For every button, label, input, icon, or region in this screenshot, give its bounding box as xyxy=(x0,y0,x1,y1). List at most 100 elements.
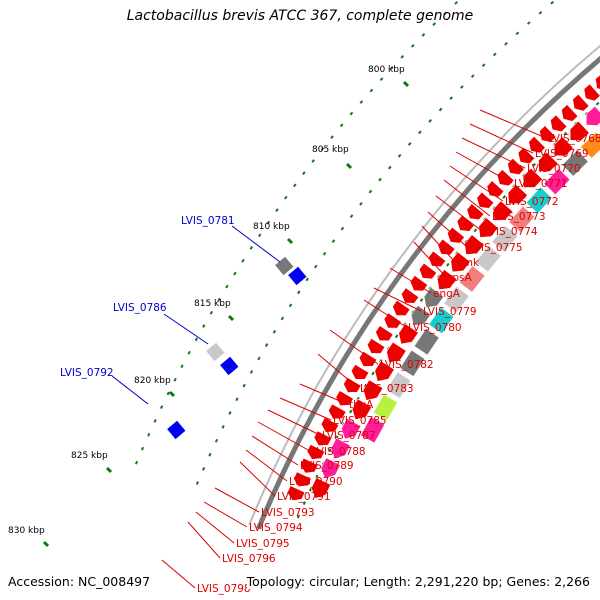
gene-label: rpsA xyxy=(448,272,472,284)
gene-feature xyxy=(508,205,536,234)
gene-feature xyxy=(350,363,370,380)
tick-dot xyxy=(492,52,497,57)
gene-feature xyxy=(320,416,340,433)
gene-feature xyxy=(569,120,590,141)
label-leader xyxy=(427,211,468,248)
gene-feature xyxy=(383,312,402,329)
tick-dot xyxy=(297,290,301,295)
gene-feature xyxy=(293,471,312,488)
gene-label: LVIS_0789 xyxy=(300,460,354,472)
gene-label: LVIS_0779 xyxy=(423,306,477,318)
tick-dot xyxy=(293,183,297,188)
gene-feature xyxy=(310,477,332,499)
gene-feature xyxy=(491,225,519,253)
tick-dot xyxy=(359,201,363,206)
gene-label: LVIS_0794 xyxy=(249,522,303,534)
gene-label: thyA xyxy=(349,399,374,411)
tick-dot xyxy=(235,397,239,402)
tick-dot xyxy=(595,101,600,106)
gene-feature xyxy=(543,167,571,196)
gene-feature xyxy=(418,262,438,280)
gene-label: LVIS_0788 xyxy=(312,446,366,458)
tick-dot xyxy=(359,100,364,104)
gene-feature-isolated xyxy=(220,356,239,376)
tick-dot xyxy=(305,277,309,282)
gene-feature xyxy=(374,360,395,382)
gene-label: LVIS_0774 xyxy=(484,226,538,238)
tick-dot xyxy=(407,142,412,146)
gene-label: LVIS_0795 xyxy=(236,538,290,550)
label-leader xyxy=(413,241,447,278)
tick-dot xyxy=(302,501,306,505)
gene-feature xyxy=(539,125,557,143)
kbp-label: 820 kbp xyxy=(134,376,171,386)
label-leader xyxy=(317,353,359,389)
tick-dot xyxy=(460,85,464,89)
gene-feature xyxy=(517,146,536,165)
accession-text: Accession: NC_008497 xyxy=(8,574,151,589)
tick-dot xyxy=(532,162,537,167)
tick-dot xyxy=(217,297,221,302)
tick-dot xyxy=(443,11,447,16)
tick-dot xyxy=(296,514,300,519)
label-leader xyxy=(195,511,235,544)
tick-dot xyxy=(302,171,306,176)
gene-feature xyxy=(561,104,579,122)
gene-feature xyxy=(372,393,399,421)
genome-backbone xyxy=(248,44,600,530)
tick-dot xyxy=(258,233,262,238)
tick-dot xyxy=(284,195,288,200)
tick-dot xyxy=(202,467,206,471)
tick-dot xyxy=(432,22,437,26)
gene-feature xyxy=(398,323,419,345)
tick-dot xyxy=(180,364,184,369)
tick-dot xyxy=(266,220,271,225)
gene-label: LVIS_0775 xyxy=(469,242,523,254)
gene-label: LVIS_0792 xyxy=(60,367,114,379)
gene-feature xyxy=(595,74,600,90)
tick-dot xyxy=(214,438,219,443)
gene-label: cmk xyxy=(457,257,480,269)
kbp-label: 825 kbp xyxy=(71,451,108,461)
tick-dot xyxy=(349,111,354,116)
tick-dot xyxy=(288,303,293,308)
gene-feature xyxy=(343,377,362,393)
label-leader xyxy=(299,383,348,405)
label-leader xyxy=(231,225,281,263)
tick-dot xyxy=(322,251,327,256)
kbp-label: 800 kbp xyxy=(368,65,405,75)
kbp-label: 830 kbp xyxy=(8,526,45,536)
gene-label: LVIS_0773 xyxy=(492,211,546,223)
gene-label: LVIS_0798 xyxy=(197,583,251,595)
gene-feature xyxy=(400,287,420,304)
gene-label: LVIS_0785 xyxy=(333,415,387,427)
tick-dot xyxy=(233,271,237,276)
tick-dot xyxy=(153,419,157,423)
label-leader xyxy=(421,225,456,263)
tick-dot xyxy=(314,264,318,269)
tick-dot xyxy=(368,189,373,194)
kbp-label: 815 kbp xyxy=(194,299,231,309)
gene-labels: 800 kbp 805 kbp 810 kbp 815 kbp 820 kbp 825 k… xyxy=(8,65,600,595)
map-title: Lactobacillus brevis ATCC 367, complete … xyxy=(126,8,474,24)
tick-dot xyxy=(410,43,415,48)
gene-label: LVIS_0790 xyxy=(289,476,343,488)
tick-dot xyxy=(202,324,206,328)
tick-dot xyxy=(249,370,254,374)
tick-dot xyxy=(550,0,554,5)
label-leader xyxy=(163,313,209,345)
gene-feature xyxy=(351,398,373,421)
tick-dot xyxy=(140,446,145,451)
gene-feature xyxy=(358,350,378,367)
gene-feature xyxy=(492,200,514,221)
tick-dot xyxy=(563,131,568,136)
gene-feature xyxy=(428,306,455,335)
gene-feature xyxy=(464,234,485,255)
gene-feature xyxy=(553,136,574,157)
tick-dot xyxy=(349,409,353,414)
gene-feature xyxy=(392,299,411,317)
tick-dot xyxy=(194,337,199,342)
gene-feature xyxy=(436,269,458,290)
gene-label: LVIS_0793 xyxy=(261,507,315,519)
